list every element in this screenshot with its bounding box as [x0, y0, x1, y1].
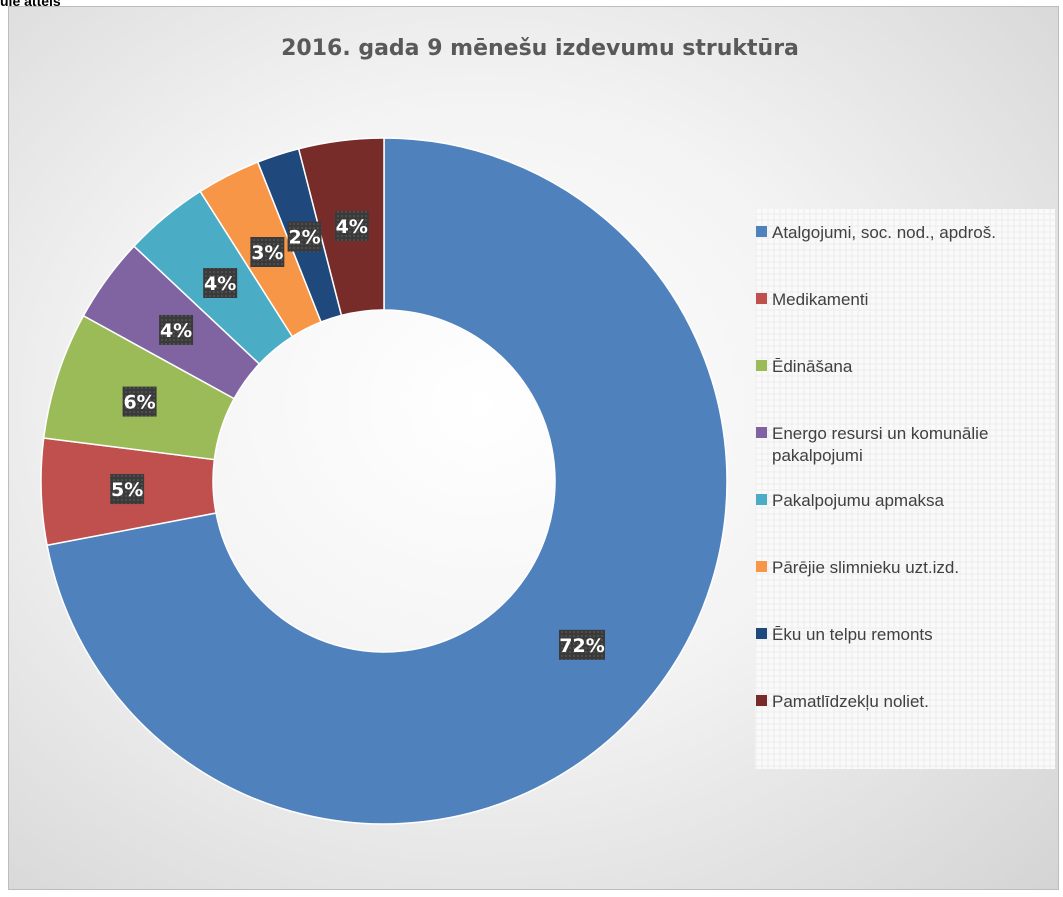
legend-swatch	[756, 293, 767, 304]
legend-swatch	[756, 494, 767, 505]
data-label-box	[122, 386, 157, 417]
legend-background	[755, 209, 1055, 769]
data-label: 4%	[160, 320, 192, 342]
legend-label: pakalpojumi	[772, 446, 863, 465]
data-label: 5%	[111, 479, 143, 501]
data-label: 72%	[559, 635, 604, 657]
legend-swatch	[756, 561, 767, 572]
data-label: 4%	[204, 273, 236, 295]
legend-swatch	[756, 695, 767, 706]
data-label-box	[559, 629, 606, 660]
chart-area: 2016. gada 9 mēnešu izdevumu struktūra 7…	[8, 6, 1059, 890]
legend-label: Energo resursi un komunālie	[772, 424, 988, 443]
legend-label: Pakalpojumu apmaksa	[772, 491, 945, 510]
legend-label: Ēdināšana	[772, 357, 853, 376]
data-label-box	[287, 221, 322, 252]
data-label: 6%	[123, 392, 155, 414]
data-label: 2%	[288, 227, 320, 249]
data-label-box	[203, 267, 238, 298]
legend-swatch	[756, 226, 767, 237]
data-labels: 72% 5% 6% 4% 4% 3%2% 4%	[110, 211, 606, 660]
data-label-box	[110, 474, 145, 505]
data-label: 3%	[251, 242, 283, 264]
data-label: 4%	[336, 216, 368, 238]
legend-swatch	[756, 628, 767, 639]
data-label-box	[250, 237, 285, 268]
legend-label: Pārējie slimnieku uzt.izd.	[772, 558, 959, 577]
slice-atalgojumi-soc-nod-apdros	[46, 137, 728, 825]
chart-title: 2016. gada 9 mēnešu izdevumu struktūra	[281, 36, 799, 61]
data-label-box	[159, 314, 194, 345]
legend-label: Ēku un telpu remonts	[772, 625, 933, 644]
doughnut-chart: 2016. gada 9 mēnešu izdevumu struktūra 7…	[40, 36, 1055, 825]
legend-swatch	[756, 427, 767, 438]
data-label-box	[334, 211, 369, 242]
legend-label: Medikamenti	[772, 290, 868, 309]
legend: Atalgojumi, soc. nod., apdroš. Medikament…	[756, 223, 996, 711]
top-caption: ule attēls	[0, 0, 61, 9]
legend-swatch	[756, 360, 767, 371]
legend-label: Pamatlīdzekļu noliet.	[772, 692, 929, 711]
legend-label: Atalgojumi, soc. nod., apdroš.	[772, 223, 996, 242]
